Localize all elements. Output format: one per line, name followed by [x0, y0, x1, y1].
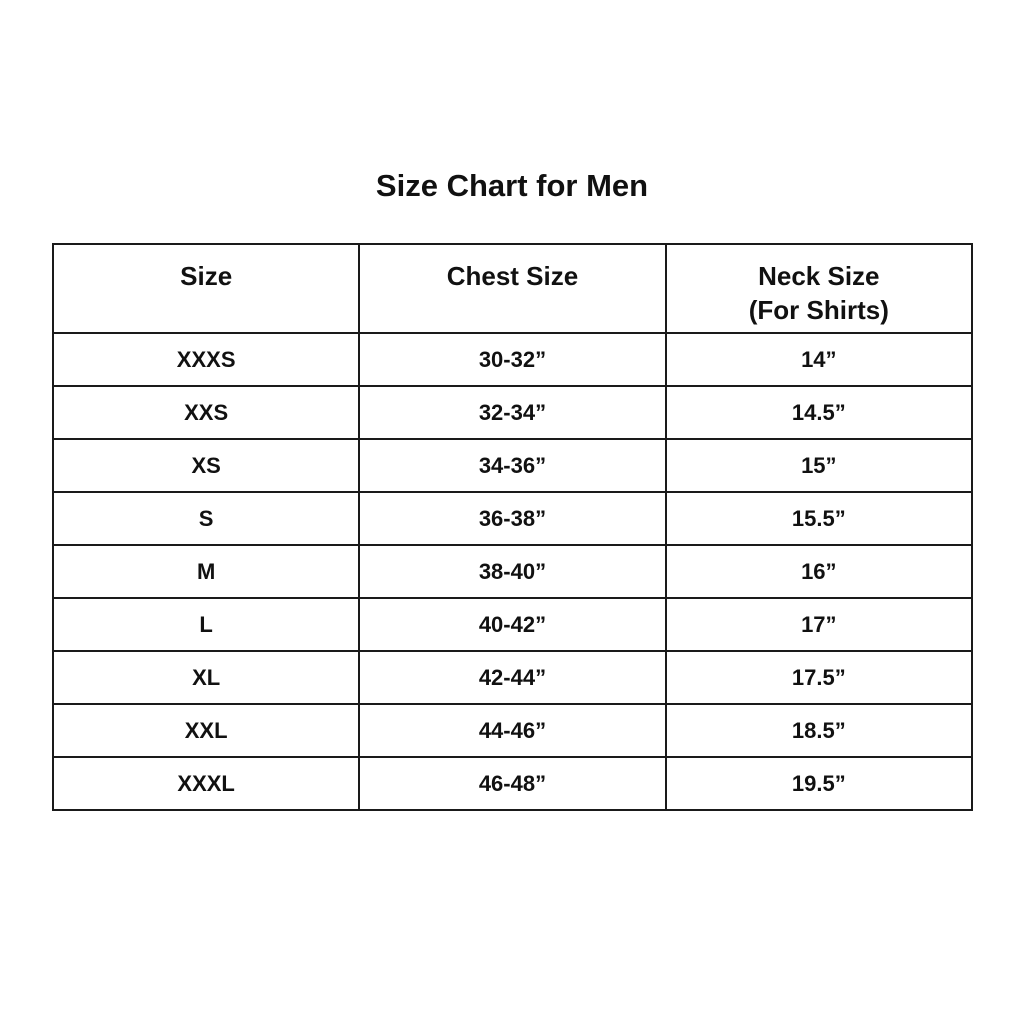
chest-size-cell: 44-46”	[358, 703, 667, 758]
header-size: Size	[51, 243, 361, 334]
header-neck-size-label: Neck Size	[758, 261, 880, 291]
size-cell: XXXS	[51, 332, 361, 387]
size-cell: XXXL	[51, 756, 361, 811]
table-row: XL 42-44” 17.5”	[51, 650, 974, 705]
size-cell: XXS	[51, 385, 361, 440]
chest-size-cell: 38-40”	[358, 544, 667, 599]
table-row: XXXS 30-32” 14”	[51, 332, 974, 387]
neck-size-cell: 17.5”	[664, 650, 974, 705]
table-row: M 38-40” 16”	[51, 544, 974, 599]
table-row: XXL 44-46” 18.5”	[51, 703, 974, 758]
header-neck-size: Neck Size (For Shirts)	[664, 243, 974, 334]
chest-size-cell: 42-44”	[358, 650, 667, 705]
size-chart-table: Size Chest Size Neck Size (For Shirts) XX…	[51, 243, 974, 811]
chest-size-cell: 34-36”	[358, 438, 667, 493]
header-chest-size: Chest Size	[358, 243, 667, 334]
neck-size-cell: 15”	[664, 438, 974, 493]
chest-size-cell: 30-32”	[358, 332, 667, 387]
size-cell: XXL	[51, 703, 361, 758]
chest-size-cell: 32-34”	[358, 385, 667, 440]
table-row: S 36-38” 15.5”	[51, 491, 974, 546]
size-cell: L	[51, 597, 361, 652]
neck-size-cell: 14”	[664, 332, 974, 387]
neck-size-cell: 17”	[664, 597, 974, 652]
size-cell: M	[51, 544, 361, 599]
size-cell: XS	[51, 438, 361, 493]
chest-size-cell: 36-38”	[358, 491, 667, 546]
neck-size-cell: 16”	[664, 544, 974, 599]
neck-size-cell: 19.5”	[664, 756, 974, 811]
page-title: Size Chart for Men	[375, 168, 649, 203]
header-neck-size-note: (For Shirts)	[748, 295, 889, 325]
neck-size-cell: 15.5”	[664, 491, 974, 546]
table-row: XXS 32-34” 14.5”	[51, 385, 974, 440]
chest-size-cell: 46-48”	[358, 756, 667, 811]
neck-size-cell: 14.5”	[664, 385, 974, 440]
table-row: L 40-42” 17”	[51, 597, 974, 652]
header-row: Size Chest Size Neck Size (For Shirts)	[51, 243, 974, 334]
table-row: XXXL 46-48” 19.5”	[51, 756, 974, 811]
size-cell: XL	[51, 650, 361, 705]
size-cell: S	[51, 491, 361, 546]
table-row: XS 34-36” 15”	[51, 438, 974, 493]
neck-size-cell: 18.5”	[664, 703, 974, 758]
chest-size-cell: 40-42”	[358, 597, 667, 652]
